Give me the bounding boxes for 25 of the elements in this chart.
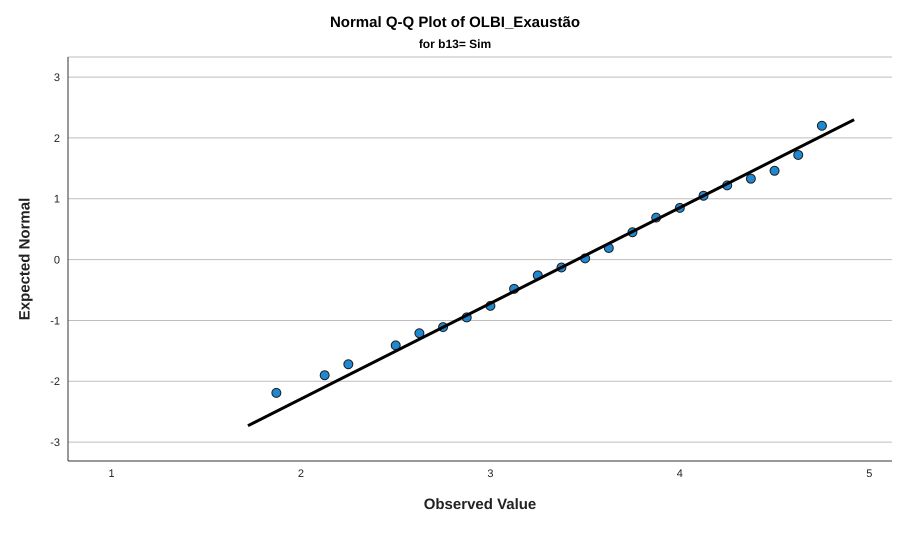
point	[770, 166, 780, 176]
y-tick-label: -3	[50, 437, 60, 450]
y-axis-title: Expected Normal	[16, 198, 34, 320]
point	[816, 120, 827, 131]
chart-title: Normal Q-Q Plot of OLBI_Exaustão	[328, 13, 582, 31]
y-tick-label: 0	[54, 254, 60, 267]
chart-subtitle: for b13= Sim	[418, 37, 492, 51]
x-axis-title: Observed Value	[424, 496, 536, 513]
y-tick-label: -1	[50, 315, 60, 328]
point	[414, 328, 424, 338]
y-tick-label: 2	[54, 132, 60, 145]
x-tick-label: 1	[108, 468, 115, 480]
point	[390, 340, 401, 350]
y-tick-label: -2	[50, 376, 60, 388]
point	[343, 359, 354, 370]
y-tick-label: 1	[54, 194, 60, 206]
point	[793, 150, 804, 160]
point	[271, 388, 282, 398]
x-tick-label: 3	[487, 468, 494, 480]
x-tick-label: 2	[298, 468, 304, 480]
x-tick-label: 5	[866, 468, 872, 480]
point	[746, 174, 756, 184]
x-tick-label: 4	[676, 468, 683, 480]
point	[320, 370, 330, 380]
y-tick-label: 3	[54, 72, 60, 84]
